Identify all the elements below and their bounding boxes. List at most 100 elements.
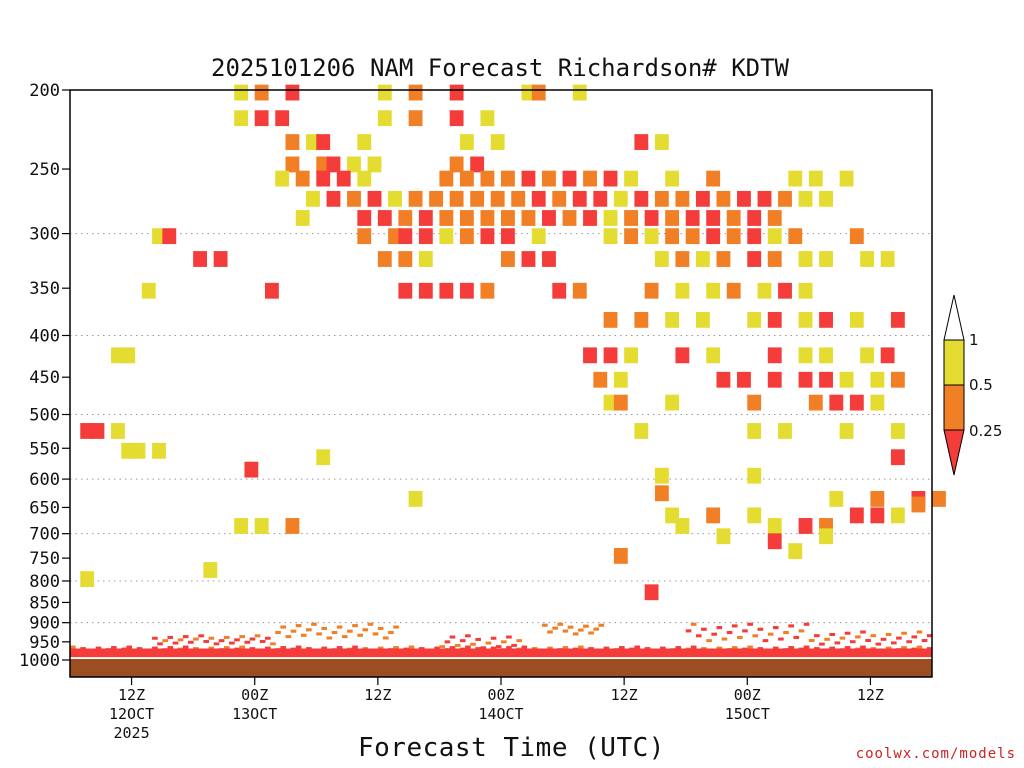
- pbl-cell: [501, 640, 507, 644]
- pbl-cell: [208, 646, 215, 650]
- heatmap-cell: [470, 156, 485, 173]
- heatmap-cell: [562, 210, 577, 226]
- heatmap-cell: [829, 394, 844, 411]
- pbl-cell: [619, 646, 625, 650]
- heatmap-cell: [747, 251, 762, 267]
- pbl-cell: [475, 637, 481, 641]
- heatmap-cell: [121, 347, 136, 364]
- heatmap-cell: [254, 518, 269, 534]
- pbl-cell: [685, 629, 692, 633]
- heatmap-cell: [613, 394, 628, 411]
- heatmap-cell: [80, 571, 95, 587]
- heatmap-cell: [778, 282, 792, 299]
- pbl-cell: [244, 640, 251, 644]
- heatmap-cell: [439, 282, 454, 299]
- heatmap-cell: [870, 507, 885, 524]
- pbl-cell: [793, 635, 800, 639]
- heatmap-cell: [295, 210, 310, 226]
- colorbar-label: 0.5: [969, 376, 993, 394]
- y-tick-label: 650: [29, 498, 60, 518]
- y-tick-label: 500: [29, 406, 60, 426]
- heatmap-cell: [675, 251, 690, 267]
- pbl-cell: [249, 637, 256, 641]
- heatmap-cell: [193, 251, 207, 267]
- pbl-cell: [449, 635, 456, 639]
- pbl-cell: [885, 632, 892, 636]
- colorbar: 1 0.5 0.25: [943, 294, 1002, 476]
- pbl-cell: [393, 646, 399, 650]
- heatmap-cell: [583, 210, 597, 226]
- heatmap-cell: [357, 134, 372, 150]
- heatmap-cell: [480, 210, 495, 226]
- heatmap-cell: [264, 282, 279, 299]
- x-tick-label: 12OCT: [109, 705, 154, 723]
- y-tick-label: 250: [29, 160, 60, 180]
- pbl-cell: [788, 624, 794, 628]
- pbl-cell: [480, 646, 487, 650]
- pbl-cell: [270, 642, 276, 646]
- heatmap-cell: [285, 134, 300, 150]
- pbl-cell: [393, 625, 399, 629]
- heatmap-cell: [767, 371, 782, 388]
- pbl-cell: [295, 624, 302, 628]
- heatmap-cell: [716, 371, 731, 388]
- pbl-cell: [716, 626, 723, 630]
- pbl-cell: [634, 645, 641, 649]
- pbl-cell: [547, 630, 553, 634]
- heatmap-cell: [829, 491, 844, 507]
- heatmap-cell: [449, 110, 464, 127]
- heatmap-cell: [490, 134, 505, 150]
- heatmap-cell: [316, 449, 331, 466]
- heatmap-cell: [357, 228, 372, 245]
- pbl-cell: [772, 626, 779, 630]
- heatmap-cell: [654, 190, 669, 207]
- heatmap-cell: [880, 347, 895, 364]
- heatmap-cell: [624, 347, 638, 364]
- credit-link[interactable]: coolwx.com/models: [855, 746, 1016, 762]
- pbl-cell: [454, 643, 461, 647]
- heatmap-cell: [911, 496, 926, 513]
- heatmap-cell: [644, 282, 659, 299]
- pbl-cell: [465, 634, 471, 638]
- pbl-cell: [352, 624, 358, 628]
- heatmap-cell: [347, 190, 361, 207]
- heatmap-cell: [890, 311, 905, 328]
- pbl-cell: [336, 646, 343, 650]
- heatmap-cell: [449, 156, 464, 173]
- heatmap-cell: [839, 423, 854, 439]
- heatmap-cell: [747, 394, 762, 411]
- pbl-cell: [382, 636, 389, 640]
- heatmap-cell: [141, 282, 156, 299]
- colorbar-top-arrow: [943, 294, 965, 341]
- pbl-cell: [911, 635, 918, 639]
- x-tick-label: 12Z: [611, 686, 638, 704]
- pbl-cell: [198, 634, 204, 638]
- heatmap-cell: [706, 210, 721, 226]
- heatmap-cell: [737, 371, 751, 388]
- x-tick-label: 2025: [114, 724, 150, 742]
- heatmap-cell: [788, 170, 803, 187]
- y-tick-label: 350: [29, 279, 60, 299]
- pbl-cell: [860, 630, 866, 634]
- heatmap-cell: [665, 228, 680, 245]
- x-tick-label: 13OCT: [232, 705, 277, 723]
- heatmap-cell: [890, 423, 905, 439]
- pbl-cell: [885, 646, 892, 650]
- heatmap-cell: [213, 251, 228, 267]
- pbl-cell: [803, 622, 810, 626]
- pbl-cell: [341, 635, 348, 639]
- heatmap-cells: [70, 84, 946, 658]
- colorbar-label: 1: [969, 331, 979, 349]
- pbl-cell: [762, 639, 769, 643]
- heatmap-cell: [654, 467, 669, 484]
- pbl-cell: [254, 634, 261, 638]
- heatmap-cell: [819, 347, 833, 364]
- pbl-cell: [747, 645, 753, 649]
- heatmap-cell: [798, 190, 813, 207]
- pbl-cell: [157, 642, 163, 646]
- pbl-cell: [721, 637, 728, 641]
- pbl-cell: [860, 645, 866, 649]
- heatmap-cell: [726, 282, 741, 299]
- heatmap-cell: [398, 282, 413, 299]
